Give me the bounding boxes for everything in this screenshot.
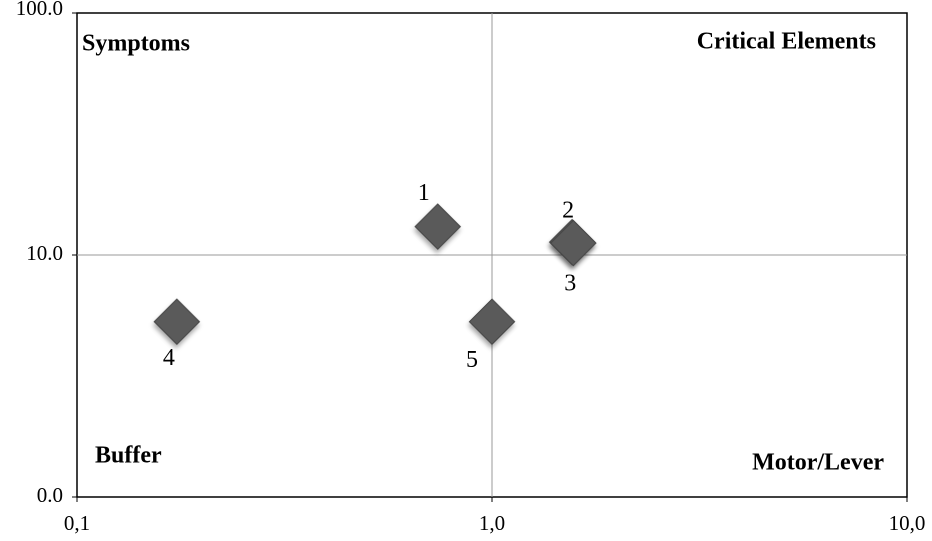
x-tick-label: 0,1 [64, 511, 90, 535]
point [414, 203, 462, 250]
quadrant-label: Motor/Lever [752, 450, 884, 476]
y-tick-label: 0.0 [37, 483, 63, 507]
point-label: 5 [466, 347, 478, 373]
point-label: 3 [564, 271, 576, 297]
quadrant-label: Symptoms [82, 31, 190, 57]
quadrant-label: Buffer [95, 443, 162, 469]
point-label: 4 [163, 345, 175, 371]
point-label: 2 [562, 198, 574, 224]
x-tick-label: 10,0 [889, 511, 926, 535]
y-tick-label: 100.0 [16, 0, 63, 20]
point [153, 298, 201, 346]
y-tick-label: 10.0 [26, 241, 63, 265]
point-label: 1 [418, 180, 430, 206]
point [468, 298, 516, 346]
quadrant-label: Critical Elements [697, 29, 876, 55]
point [549, 219, 597, 267]
x-tick-label: 1,0 [479, 511, 505, 535]
